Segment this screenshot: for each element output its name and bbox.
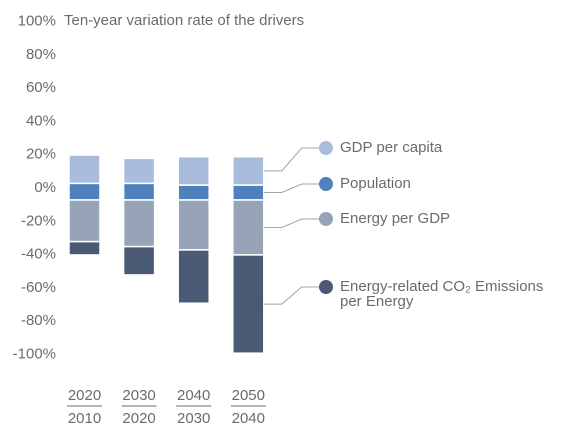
legend-marker xyxy=(319,212,333,226)
legend-connector xyxy=(263,183,322,194)
y-tick-label: 40% xyxy=(26,112,56,129)
bar-segment xyxy=(177,184,210,201)
x-tick-label: 2020 xyxy=(68,387,101,404)
y-tick-label: -60% xyxy=(21,279,56,296)
x-tick-label: 2030 xyxy=(177,410,210,427)
legend-marker xyxy=(319,177,333,191)
bar-segment xyxy=(122,157,156,185)
bar-segment xyxy=(68,182,101,201)
x-tick-label: 2020 xyxy=(122,410,155,427)
bar-segment xyxy=(177,249,210,304)
x-tick-label: 2050 xyxy=(232,387,265,404)
x-tick-label: 2040 xyxy=(232,410,265,427)
legend-marker xyxy=(319,280,333,294)
y-tick-label: -100% xyxy=(13,345,56,362)
bar-segment xyxy=(122,182,156,201)
x-tick-label: 2040 xyxy=(177,387,210,404)
chart-title: Ten-year variation rate of the drivers xyxy=(64,12,304,29)
bar-segment xyxy=(68,199,101,243)
legend-label: Energy per GDP xyxy=(340,210,450,227)
bar-segment xyxy=(122,199,156,248)
y-tick-label: -20% xyxy=(21,212,56,229)
y-tick-label: 60% xyxy=(26,79,56,96)
bar-segment xyxy=(232,184,265,201)
x-tick-label: 2010 xyxy=(68,410,101,427)
x-tick-label: 2030 xyxy=(122,387,155,404)
bar-segment xyxy=(232,199,265,256)
bar-segment xyxy=(177,199,210,251)
bar-segment xyxy=(68,240,101,256)
y-tick-label: 20% xyxy=(26,146,56,163)
legend-label: Energy-related CO₂ Emissions per Energy xyxy=(340,278,543,310)
y-tick-label: -80% xyxy=(21,312,56,329)
bar-segment xyxy=(232,254,265,354)
y-tick-label: 80% xyxy=(26,46,56,63)
legend-connector xyxy=(263,218,322,228)
legend-connector xyxy=(263,147,322,172)
bar-segment xyxy=(68,154,101,185)
y-tick-label: 100% xyxy=(18,12,56,29)
legend-label: GDP per capita xyxy=(340,139,443,156)
legend-connector xyxy=(263,286,322,305)
bar-segment xyxy=(177,155,210,186)
bar-segment xyxy=(232,155,265,186)
y-tick-label: 0% xyxy=(34,179,56,196)
legend-label: Population xyxy=(340,175,411,192)
y-tick-label: -40% xyxy=(21,246,56,263)
legend-marker xyxy=(319,141,333,155)
bar-segment xyxy=(122,245,156,276)
